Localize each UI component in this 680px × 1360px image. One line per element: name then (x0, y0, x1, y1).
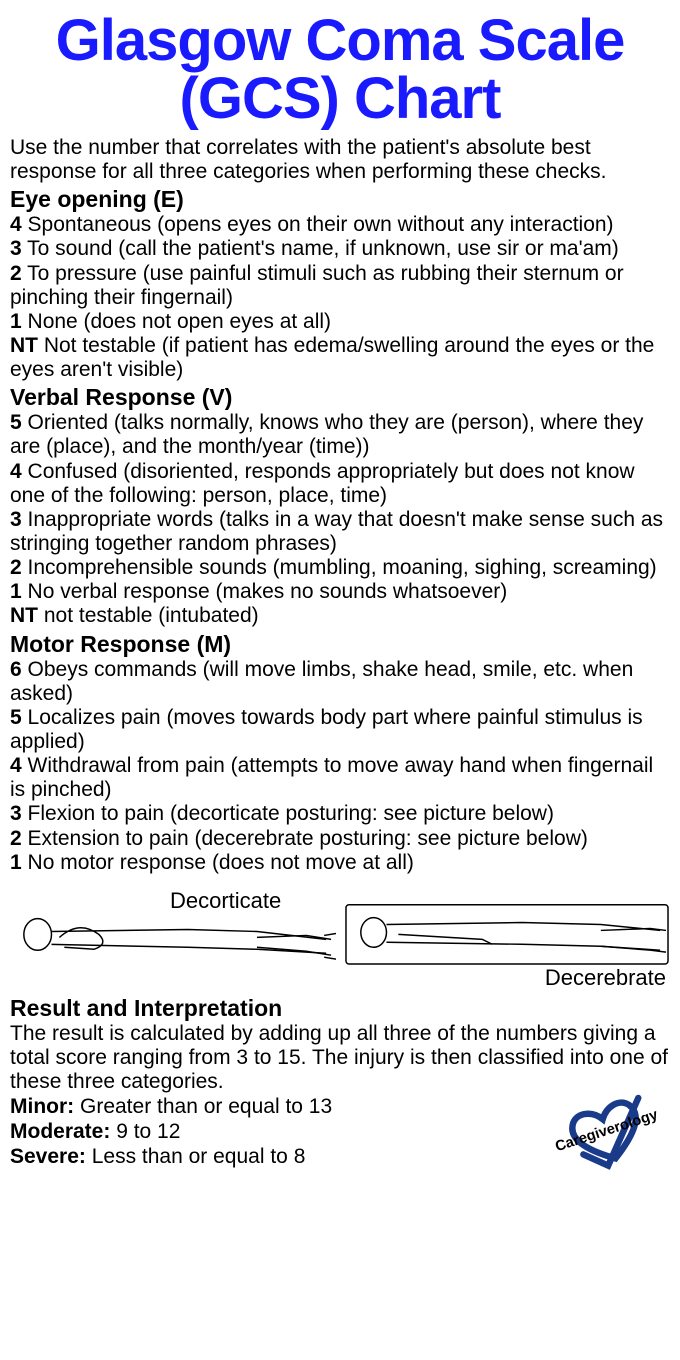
score-text: not testable (intubated) (38, 604, 259, 627)
score: 3 (10, 802, 22, 825)
decorticate-panel: Decorticate (10, 890, 336, 984)
verbal-item: 5 Oriented (talks normally, knows who th… (10, 411, 670, 459)
result-section: Result and Interpretation The result is … (10, 995, 670, 1180)
score-text: Localizes pain (moves towards body part … (10, 706, 643, 753)
class-label: Moderate: (10, 1120, 110, 1143)
score: 1 (10, 851, 22, 874)
score-text: Confused (disoriented, responds appropri… (10, 460, 635, 507)
verbal-item: 3 Inappropriate words (talks in a way th… (10, 508, 670, 556)
motor-item: 1 No motor response (does not move at al… (10, 851, 670, 875)
verbal-item: 2 Incomprehensible sounds (mumbling, moa… (10, 556, 670, 580)
score-text: Obeys commands (will move limbs, shake h… (10, 658, 633, 705)
score-text: Spontaneous (opens eyes on their own wit… (22, 213, 614, 236)
score: 4 (10, 460, 22, 483)
motor-item: 5 Localizes pain (moves towards body par… (10, 706, 670, 754)
motor-item: 2 Extension to pain (decerebrate posturi… (10, 827, 670, 851)
motor-item: 6 Obeys commands (will move limbs, shake… (10, 658, 670, 706)
class-text: 9 to 12 (110, 1120, 180, 1143)
score-text: Extension to pain (decerebrate posturing… (22, 827, 588, 850)
motor-heading: Motor Response (M) (10, 631, 670, 658)
score-text: No motor response (does not move at all) (22, 851, 414, 874)
decerebrate-label: Decerebrate (545, 965, 666, 991)
score-text: Flexion to pain (decorticate posturing: … (22, 802, 554, 825)
posture-illustration: Decorticate Decerebrate (10, 885, 670, 989)
score-text: None (does not open eyes at all) (22, 310, 331, 333)
result-heading: Result and Interpretation (10, 995, 670, 1022)
verbal-item: NT not testable (intubated) (10, 604, 670, 628)
score: 2 (10, 827, 22, 850)
decerebrate-panel: Decerebrate (344, 885, 670, 989)
eye-item: 4 Spontaneous (opens eyes on their own w… (10, 213, 670, 237)
score: 2 (10, 262, 22, 285)
score-text: To sound (call the patient's name, if un… (22, 237, 619, 260)
intro-text: Use the number that correlates with the … (10, 136, 670, 184)
caregiverology-logo-icon: Caregiverology (552, 1091, 662, 1174)
score: NT (10, 334, 38, 357)
eye-item: NT Not testable (if patient has edema/sw… (10, 334, 670, 382)
decorticate-label: Decorticate (170, 888, 281, 914)
result-text: The result is calculated by adding up al… (10, 1022, 670, 1094)
score-text: Incomprehensible sounds (mumbling, moani… (22, 556, 657, 579)
class-label: Minor: (10, 1095, 74, 1118)
score: 6 (10, 658, 22, 681)
score: 2 (10, 556, 22, 579)
verbal-heading: Verbal Response (V) (10, 384, 670, 411)
class-label: Severe: (10, 1145, 86, 1168)
score-text: Withdrawal from pain (attempts to move a… (10, 754, 653, 801)
eye-item: 1 None (does not open eyes at all) (10, 310, 670, 334)
score-text: Oriented (talks normally, knows who they… (10, 411, 643, 458)
score: 4 (10, 754, 22, 777)
score-text: Not testable (if patient has edema/swell… (10, 334, 654, 381)
verbal-item: 4 Confused (disoriented, responds approp… (10, 460, 670, 508)
score: 5 (10, 411, 22, 434)
class-text: Less than or equal to 8 (86, 1145, 306, 1168)
score-text: Inappropriate words (talks in a way that… (10, 508, 663, 555)
score-text: No verbal response (makes no sounds what… (22, 580, 508, 603)
score-text: To pressure (use painful stimuli such as… (10, 262, 624, 309)
eye-heading: Eye opening (E) (10, 186, 670, 213)
class-text: Greater than or equal to 13 (74, 1095, 332, 1118)
motor-item: 4 Withdrawal from pain (attempts to move… (10, 754, 670, 802)
score: 3 (10, 237, 22, 260)
page: Glasgow Coma Scale (GCS) Chart Use the n… (0, 0, 680, 1188)
score: NT (10, 604, 38, 627)
verbal-item: 1 No verbal response (makes no sounds wh… (10, 580, 670, 604)
score: 3 (10, 508, 22, 531)
eye-item: 2 To pressure (use painful stimuli such … (10, 262, 670, 310)
score: 4 (10, 213, 22, 236)
motor-item: 3 Flexion to pain (decorticate posturing… (10, 802, 670, 826)
eye-item: 3 To sound (call the patient's name, if … (10, 237, 670, 261)
score: 1 (10, 310, 22, 333)
page-title: Glasgow Coma Scale (GCS) Chart (10, 12, 670, 128)
score: 5 (10, 706, 22, 729)
score: 1 (10, 580, 22, 603)
